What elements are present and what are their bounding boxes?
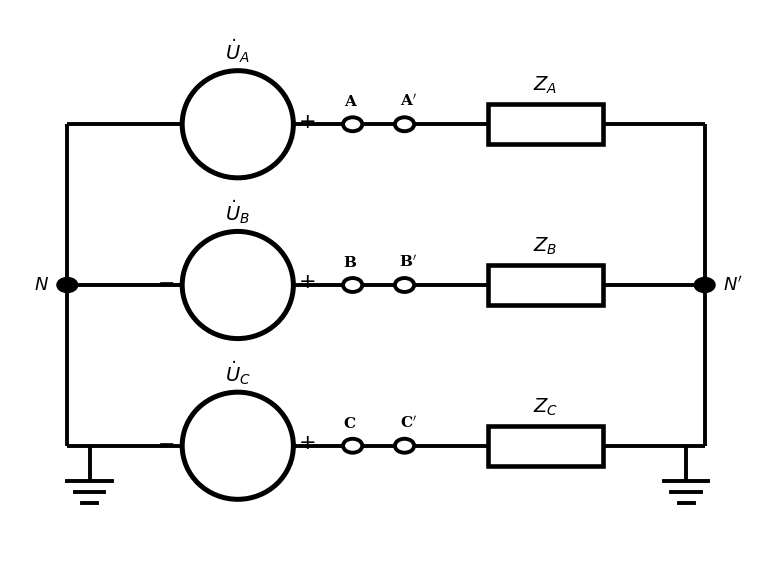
Bar: [488, 265, 603, 305]
Text: $-$: $-$: [157, 272, 174, 292]
Bar: [488, 104, 603, 144]
Circle shape: [395, 278, 414, 292]
Text: A$'$: A$'$: [400, 93, 417, 109]
Circle shape: [343, 439, 362, 453]
Text: $+$: $+$: [298, 272, 316, 292]
Text: $\dot{U}_C$: $\dot{U}_C$: [225, 359, 251, 387]
Bar: [488, 426, 603, 466]
Circle shape: [694, 278, 715, 292]
Text: $+$: $+$: [298, 112, 316, 132]
Text: $Z_A$: $Z_A$: [533, 75, 557, 96]
Circle shape: [395, 117, 414, 131]
Circle shape: [343, 117, 362, 131]
Text: C$'$: C$'$: [400, 414, 417, 431]
Text: $N$: $N$: [34, 276, 49, 294]
Text: $+$: $+$: [298, 433, 316, 453]
Text: A: A: [344, 95, 356, 109]
Circle shape: [395, 439, 414, 453]
Text: $Z_C$: $Z_C$: [533, 396, 558, 418]
Text: C: C: [344, 417, 356, 431]
Circle shape: [57, 278, 78, 292]
Text: B$'$: B$'$: [399, 254, 417, 270]
Text: $N'$: $N'$: [723, 275, 743, 295]
Text: B: B: [344, 256, 356, 270]
Text: $\dot{U}_B$: $\dot{U}_B$: [225, 198, 250, 226]
Circle shape: [343, 278, 362, 292]
Text: $Z_B$: $Z_B$: [533, 235, 557, 257]
Text: $-$: $-$: [157, 433, 174, 453]
Text: $-$: $-$: [157, 112, 174, 132]
Text: $\dot{U}_A$: $\dot{U}_A$: [225, 38, 250, 66]
